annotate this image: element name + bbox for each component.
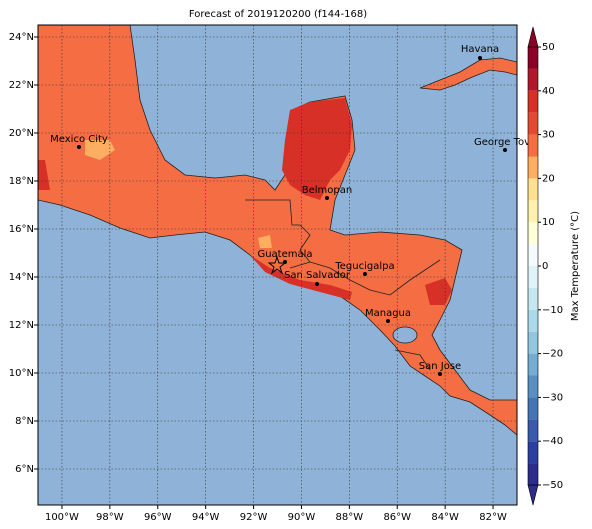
city-label: Tegucigalpa <box>334 261 394 272</box>
x-tick-label: 88°W <box>336 512 364 523</box>
y-tick-label: 10°N <box>9 368 34 379</box>
city-label: Havana <box>461 44 499 55</box>
city-dot <box>478 56 482 60</box>
hot-yucatan <box>282 98 352 200</box>
city-dot <box>503 148 507 152</box>
colorbar-band <box>528 244 538 266</box>
warm-guatemala <box>258 235 272 248</box>
colorbar-extend-high <box>527 26 539 48</box>
y-tick-label: 16°N <box>9 224 34 235</box>
y-tick-label: 8°N <box>15 416 34 427</box>
x-tick-label: 94°W <box>192 512 220 523</box>
y-tick-label: 6°N <box>15 464 34 475</box>
colorbar-band <box>528 47 538 69</box>
colorbar-band <box>528 90 538 113</box>
title: Forecast of 2019120200 (f144-168) <box>189 9 367 20</box>
city-label: San Salvador <box>284 270 351 281</box>
colorbar-band <box>528 287 538 310</box>
colorbar-band <box>528 331 538 354</box>
colorbar-tick-label: −10 <box>542 305 563 316</box>
city-label: San Jose <box>419 361 461 372</box>
colorbar-tick-label: −30 <box>542 392 563 403</box>
border-honduras <box>309 259 441 296</box>
y-tick-label: 24°N <box>9 32 34 43</box>
city-dot <box>315 282 319 286</box>
warm-mexico <box>85 140 115 160</box>
y-tick-label: 14°N <box>9 272 34 283</box>
y-tick-label: 12°N <box>9 320 34 331</box>
border-costa-rica <box>394 349 431 371</box>
colorbar-band <box>528 156 538 179</box>
x-tick-label: 84°W <box>431 512 459 523</box>
map-frame <box>37 24 518 506</box>
city-label: Belmopan <box>302 185 352 196</box>
city-dot <box>438 372 442 376</box>
city-label: George Tov <box>474 137 530 148</box>
hot-west <box>38 160 50 190</box>
x-tick-label: 92°W <box>240 512 268 523</box>
hot-coast <box>250 255 352 300</box>
y-tick-label: 20°N <box>9 128 34 139</box>
colorbar-band <box>528 222 538 245</box>
x-tick-label: 86°W <box>383 512 411 523</box>
city-label: Mexico City <box>50 134 108 145</box>
colorbar-tick-label: −50 <box>542 480 563 491</box>
x-tick-label: 82°W <box>479 512 507 523</box>
colorbar-tick-label: 10 <box>542 217 555 228</box>
colorbar-band <box>528 397 538 420</box>
colorbar-band <box>528 353 538 376</box>
city-label: Managua <box>365 308 411 319</box>
x-tick-label: 90°W <box>288 512 316 523</box>
colorbar-band <box>528 463 538 485</box>
colorbar-band <box>528 200 538 223</box>
star-marker <box>267 255 287 275</box>
x-tick-label: 100°W <box>45 512 79 523</box>
city-dot <box>325 196 329 200</box>
colorbar-tick-label: 20 <box>542 173 555 184</box>
lake-nicaragua <box>392 326 418 344</box>
city-dot <box>77 145 81 149</box>
colorbar-tick-label: 40 <box>542 86 555 97</box>
x-tick-label: 98°W <box>96 512 124 523</box>
map-area <box>38 25 517 505</box>
colorbar-band <box>528 112 538 135</box>
y-tick-label: 18°N <box>9 176 34 187</box>
colorbar-tick-label: −20 <box>542 349 563 360</box>
city-label: Guatemala <box>257 249 312 260</box>
colorbar-label: Max Temperature (°C) <box>570 211 581 321</box>
colorbar-tick-label: 50 <box>542 42 555 53</box>
colorbar-band <box>528 309 538 332</box>
colorbar-extend-low <box>527 484 539 506</box>
border-guatemala <box>245 199 311 269</box>
colorbar-band <box>528 441 538 464</box>
colorbar-band <box>528 134 538 157</box>
colorbar-band <box>528 68 538 91</box>
y-tick-label: 22°N <box>9 80 34 91</box>
colorbar-band <box>528 419 538 442</box>
colorbar-band <box>528 375 538 398</box>
colorbar-band <box>528 178 538 201</box>
colorbar-tick-label: 30 <box>542 130 555 141</box>
city-dot <box>363 272 367 276</box>
colorbar-tick-label: 0 <box>542 261 548 272</box>
colorbar-tick-label: −40 <box>542 436 563 447</box>
colorbar-band <box>528 266 538 288</box>
city-dot <box>386 319 390 323</box>
x-tick-label: 96°W <box>144 512 172 523</box>
